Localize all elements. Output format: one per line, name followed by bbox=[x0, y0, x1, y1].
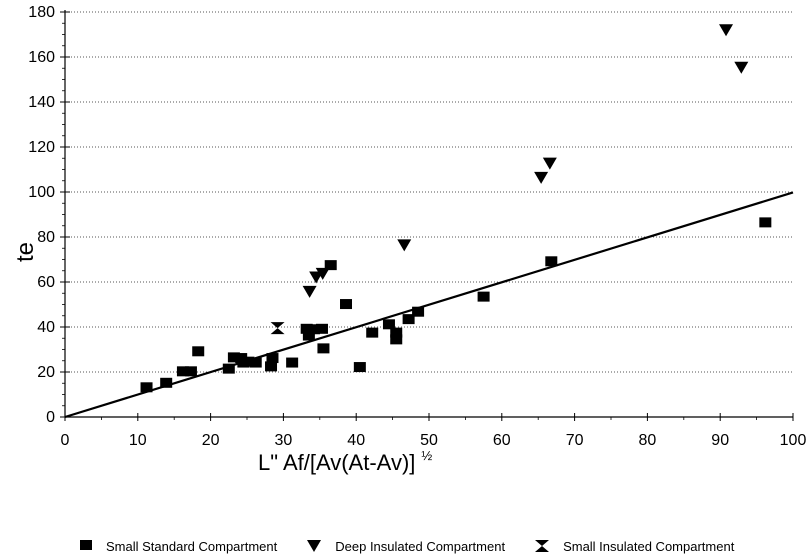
y-tick-label: 160 bbox=[28, 49, 55, 66]
small-standard-point bbox=[176, 366, 189, 377]
x-tick-label: 10 bbox=[129, 432, 147, 449]
small-standard-point bbox=[249, 357, 262, 368]
y-tick-label: 120 bbox=[28, 139, 55, 156]
grid-lines bbox=[65, 11, 793, 373]
y-tick-label: 20 bbox=[37, 364, 55, 381]
legend: Small Standard Compartment Deep Insulate… bbox=[80, 536, 800, 556]
hourglass-top bbox=[270, 322, 285, 329]
deep-insulated-point bbox=[397, 239, 412, 252]
axes bbox=[60, 10, 794, 421]
small-standard-point bbox=[412, 306, 425, 317]
small-standard-point bbox=[477, 291, 490, 302]
deep-insulated-point bbox=[719, 24, 734, 37]
small-standard-point bbox=[759, 217, 772, 228]
small-standard-point bbox=[307, 324, 320, 335]
legend-label: Deep Insulated Compartment bbox=[335, 538, 506, 554]
y-tick-label: 100 bbox=[28, 184, 55, 201]
x-tick-label: 100 bbox=[780, 432, 807, 449]
deep-insulated-point bbox=[542, 157, 557, 170]
deep-insulated-point bbox=[302, 285, 317, 298]
small-standard-point bbox=[302, 330, 315, 341]
tick-labels: 0 20 40 60 80 100 120 140 160 180 0 10 20 30 40 50 60 70 8… bbox=[28, 4, 806, 449]
small-standard-point bbox=[545, 256, 558, 267]
hourglass-marker-icon bbox=[535, 540, 550, 552]
x-tick-label: 60 bbox=[493, 432, 511, 449]
y-tick-label: 80 bbox=[37, 229, 55, 246]
small-standard-point bbox=[353, 362, 366, 373]
small-standard-point bbox=[390, 334, 403, 345]
small-standard-point bbox=[382, 319, 395, 330]
y-tick-label: 0 bbox=[46, 409, 55, 426]
triangle-down-marker-icon bbox=[307, 540, 322, 552]
x-tick-label: 80 bbox=[639, 432, 657, 449]
small-standard-point bbox=[317, 343, 330, 354]
small-standard-point bbox=[140, 382, 153, 393]
fit-line-group bbox=[64, 191, 794, 419]
small-standard-point bbox=[184, 366, 197, 377]
x-tick-label: 50 bbox=[420, 432, 438, 449]
small-standard-point bbox=[390, 327, 403, 338]
small-standard-point bbox=[366, 327, 379, 338]
scatter-chart: 0 20 40 60 80 100 120 140 160 180 0 10 20 30 40 50 60 70 8… bbox=[12, 4, 806, 475]
hourglass-bottom bbox=[270, 328, 285, 335]
y-tick-label: 60 bbox=[37, 274, 55, 291]
small-standard-point bbox=[266, 353, 279, 364]
data-marks bbox=[140, 24, 772, 393]
legend-item-deep-insulated: Deep Insulated Compartment bbox=[307, 539, 505, 554]
small-insulated-point bbox=[270, 322, 285, 335]
small-standard-point bbox=[324, 260, 337, 271]
y-axis-title: te bbox=[12, 242, 39, 262]
legend-label: Small Insulated Compartment bbox=[563, 538, 735, 554]
small-standard-point bbox=[227, 352, 240, 363]
small-standard-point bbox=[222, 363, 235, 374]
legend-item-small-standard: Small Standard Compartment bbox=[80, 539, 277, 554]
fit-line bbox=[64, 191, 794, 419]
y-tick-label: 140 bbox=[28, 94, 55, 111]
deep-insulated-point bbox=[534, 171, 549, 184]
x-axis-title: L" Af/[Av(At-Av)] ½ bbox=[258, 448, 432, 475]
legend-label: Small Standard Compartment bbox=[106, 538, 278, 554]
square-marker-icon bbox=[80, 540, 92, 550]
x-tick-label: 30 bbox=[275, 432, 293, 449]
x-tick-label: 90 bbox=[711, 432, 729, 449]
small-standard-point bbox=[402, 314, 415, 325]
small-standard-point bbox=[315, 323, 328, 334]
y-tick-label: 180 bbox=[28, 4, 55, 21]
deep-insulated-point bbox=[734, 61, 749, 74]
legend-item-small-insulated: Small Insulated Compartment bbox=[535, 539, 734, 554]
small-standard-point bbox=[300, 323, 313, 334]
deep-insulated-point bbox=[315, 267, 330, 280]
x-tick-label: 0 bbox=[61, 432, 70, 449]
small-standard-point bbox=[340, 299, 353, 310]
x-tick-label: 40 bbox=[347, 432, 365, 449]
x-tick-label: 70 bbox=[566, 432, 584, 449]
small-standard-point bbox=[160, 377, 173, 388]
small-standard-point bbox=[286, 357, 299, 368]
small-standard-point bbox=[265, 361, 278, 372]
x-tick-label: 20 bbox=[202, 432, 220, 449]
small-standard-point bbox=[242, 356, 255, 367]
small-standard-point bbox=[192, 346, 205, 357]
y-tick-label: 40 bbox=[37, 319, 55, 336]
